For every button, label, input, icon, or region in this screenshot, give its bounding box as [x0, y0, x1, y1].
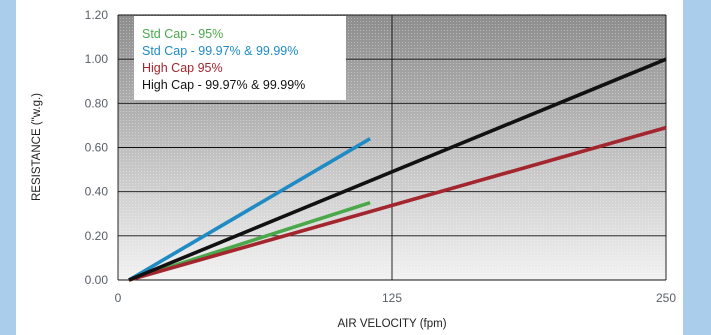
series-line-1	[128, 137, 371, 282]
y-tick-label-5: 1.00	[85, 52, 109, 66]
legend-entry-3: High Cap - 99.97% & 99.99%	[142, 78, 305, 92]
x-axis-title: AIR VELOCITY (fpm)	[337, 318, 446, 330]
right-frame-band	[683, 0, 711, 335]
x-tick-label-2: 250	[656, 291, 676, 305]
grid-lines	[117, 14, 667, 281]
series-line-2	[128, 125, 667, 282]
legend-entry-1: Std Cap - 99.97% & 99.99%	[142, 44, 298, 58]
legend-entry-2: High Cap 95%	[142, 61, 223, 75]
y-tick-label-3: 0.60	[85, 141, 109, 155]
x-tick-label-0: 0	[115, 291, 122, 305]
legend-entry-0: Std Cap - 95%	[142, 27, 223, 41]
series-line-3	[128, 57, 667, 282]
y-tick-label-1: 0.20	[85, 229, 109, 243]
y-tick-label-4: 0.80	[85, 96, 109, 110]
y-axis-ticks: 0.00 0.20 0.40 0.60 0.80 1.00 1.20	[85, 8, 109, 287]
x-axis-ticks: 0 125 250	[115, 291, 677, 305]
y-axis-title: RESISTANCE ("w.g.)	[31, 93, 43, 201]
legend-box	[134, 16, 346, 100]
legend: Std Cap - 95% Std Cap - 99.97% & 99.99% Hi…	[134, 16, 346, 100]
y-tick-label-2: 0.40	[85, 185, 109, 199]
y-tick-label-6: 1.20	[85, 8, 109, 22]
left-frame-band	[0, 0, 16, 335]
x-tick-label-1: 125	[382, 291, 402, 305]
series-lines	[128, 57, 667, 282]
y-tick-label-0: 0.00	[85, 273, 109, 287]
